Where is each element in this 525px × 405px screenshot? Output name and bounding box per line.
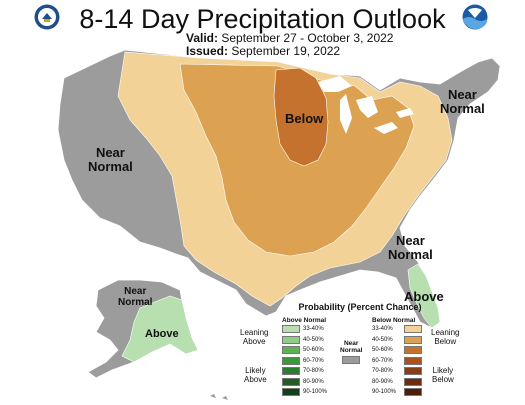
legend-below-header: Below Normal (372, 317, 416, 324)
issued-label: Issued: (186, 44, 229, 58)
legend-above-swatch (282, 356, 300, 365)
below-50-60-region (273, 67, 329, 167)
legend-above-swatch (282, 377, 300, 386)
label-near-normal-northeast: Near Normal (440, 87, 485, 116)
legend-below-pct-label: 50-60% (372, 347, 393, 353)
label-near-normal-west: Near Normal (88, 145, 133, 174)
legend-below-swatch (404, 325, 422, 333)
legend-below-pct-label: 60-70% (372, 357, 393, 364)
legend-likely-above: Likely Above (244, 366, 267, 384)
legend-leaning-below: Leaning Below (431, 328, 460, 346)
legend-above-pct-label: 33-40% (303, 326, 324, 332)
legend-above-pct-label: 60-70% (303, 357, 324, 364)
legend-above-pct-label: 80-90% (303, 378, 324, 385)
legend-near-normal-swatch (342, 356, 360, 364)
hawaii-islands (210, 394, 228, 400)
valid-dates: Valid: September 27 - October 3, 2022 (186, 31, 393, 45)
legend-above-pct-label: 90-100% (303, 389, 328, 395)
legend-below-swatch (404, 346, 422, 354)
alaska-above-region (121, 295, 199, 363)
label-above-florida: Above (404, 289, 444, 304)
legend-near-normal: Near Normal (340, 340, 363, 354)
legend-below-swatch (404, 377, 422, 386)
legend-likely-below: Likely Below (432, 366, 454, 384)
legend-leaning-above: Leaning Above (240, 328, 269, 346)
legend: Probability (Percent Chance) Above Norma… (238, 298, 508, 403)
legend-below-swatch (404, 356, 422, 365)
legend-below-swatch (404, 388, 422, 396)
legend-above-swatch (282, 346, 300, 354)
legend-below-pct-label: 90-100% (372, 389, 397, 395)
valid-label: Valid: (186, 31, 219, 45)
legend-below-pct-label: 40-50% (372, 336, 393, 343)
legend-above-swatch (282, 388, 300, 396)
legend-above-swatch (282, 367, 300, 375)
legend-above-pct-label: 70-80% (303, 368, 324, 374)
label-near-normal-southeast: Near Normal (388, 233, 433, 262)
valid-value: September 27 - October 3, 2022 (221, 31, 394, 45)
legend-above-swatch (282, 325, 300, 333)
doc-seal-icon (34, 4, 60, 30)
legend-above-swatch (282, 335, 300, 344)
legend-above-pct-label: 50-60% (303, 347, 324, 353)
legend-title: Probability (Percent Chance) (298, 302, 422, 312)
legend-below-pct-label: 70-80% (372, 368, 393, 374)
legend-below-pct-label: 80-90% (372, 378, 393, 385)
page-title: 8-14 Day Precipitation Outlook (79, 4, 446, 34)
florida-above-region (407, 263, 441, 329)
label-below: Below (285, 111, 324, 126)
great-lakes (318, 76, 414, 134)
noaa-logo-icon (462, 4, 488, 30)
issued-value: September 19, 2022 (231, 44, 341, 58)
legend-below-swatch (404, 335, 422, 344)
label-near-normal-alaska: Near Normal (118, 286, 153, 308)
legend-below-pct-label: 33-40% (372, 326, 393, 332)
legend-above-header: Above Normal (282, 317, 327, 324)
legend-above-pct-label: 40-50% (303, 336, 324, 343)
legend-below-swatch (404, 367, 422, 375)
label-above-alaska: Above (145, 328, 179, 340)
issued-date: Issued: September 19, 2022 (186, 44, 340, 58)
